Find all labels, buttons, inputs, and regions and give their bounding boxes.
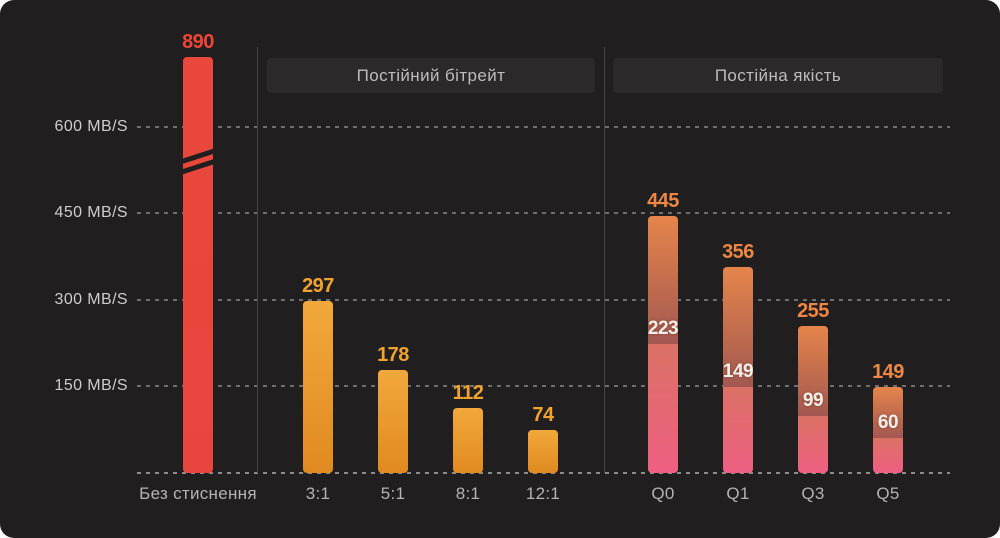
bar-value-label: 255 xyxy=(797,299,829,322)
gridline-600 xyxy=(137,125,950,128)
bar-segment-lower xyxy=(648,344,678,473)
bar-value-label: 297 xyxy=(302,275,334,298)
section-divider-left xyxy=(257,47,258,473)
bar-Без стиснення xyxy=(183,57,213,473)
y-axis-tick-label: 450 MB/S xyxy=(54,204,128,222)
category-label-Q0: Q0 xyxy=(651,484,675,503)
y-axis-tick-label: 300 MB/S xyxy=(54,290,128,308)
section-header-constant-quality-label: Постійна якість xyxy=(714,65,842,85)
category-label-Q1: Q1 xyxy=(726,484,750,503)
bar-Q5 xyxy=(873,386,903,473)
bar-value-label: 149 xyxy=(872,360,904,383)
bar-segment-upper xyxy=(648,216,678,345)
category-label-Q3: Q3 xyxy=(801,484,825,503)
bar-inner-value-label: 223 xyxy=(647,318,679,340)
bar-12:1 xyxy=(528,430,558,473)
bar-value-label: 74 xyxy=(532,404,554,427)
gridline-150 xyxy=(137,385,950,388)
bar-value-label: 178 xyxy=(377,344,409,367)
category-label-3:1: 3:1 xyxy=(305,484,331,503)
bar-8:1 xyxy=(453,408,483,473)
bar-value-label: 445 xyxy=(647,190,679,212)
y-axis-tick-label: 600 MB/S xyxy=(54,117,128,135)
bar-value-label: 356 xyxy=(722,241,754,264)
bar-inner-value-label: 99 xyxy=(802,389,824,411)
bar-segment-lower xyxy=(873,438,903,473)
section-header-constant-quality: Постійна якість xyxy=(613,58,943,93)
bar-segment-upper xyxy=(873,386,903,439)
category-label-Без стиснення: Без стиснення xyxy=(139,484,257,503)
section-header-constant-bitrate-label: Постійний бітрейт xyxy=(356,65,506,85)
gridline-450 xyxy=(137,212,950,215)
bar-Q1 xyxy=(723,267,753,473)
bar-3:1 xyxy=(303,301,333,473)
category-label-12:1: 12:1 xyxy=(525,484,561,503)
section-header-constant-bitrate: Постійний бітрейт xyxy=(267,58,595,93)
bar-inner-value-label: 149 xyxy=(722,360,754,382)
category-label-5:1: 5:1 xyxy=(380,484,406,503)
category-label-8:1: 8:1 xyxy=(455,484,481,503)
section-divider-right xyxy=(604,47,605,473)
bar-Q3 xyxy=(798,325,828,473)
bar-segment-upper xyxy=(798,325,828,416)
bar-Q0 xyxy=(648,216,678,473)
bar-value-label: 112 xyxy=(452,382,484,405)
bar-segment-lower xyxy=(723,386,753,473)
y-axis-tick-label: 150 MB/S xyxy=(54,377,128,395)
bar-value-label: 890 xyxy=(182,31,214,53)
bar-5:1 xyxy=(378,370,408,473)
x-axis-baseline xyxy=(137,472,950,474)
category-label-Q5: Q5 xyxy=(876,484,900,503)
gridline-300 xyxy=(137,298,950,301)
bar-segment-upper xyxy=(723,267,753,387)
bar-segment-lower xyxy=(798,415,828,473)
bar-inner-value-label: 60 xyxy=(877,412,899,434)
